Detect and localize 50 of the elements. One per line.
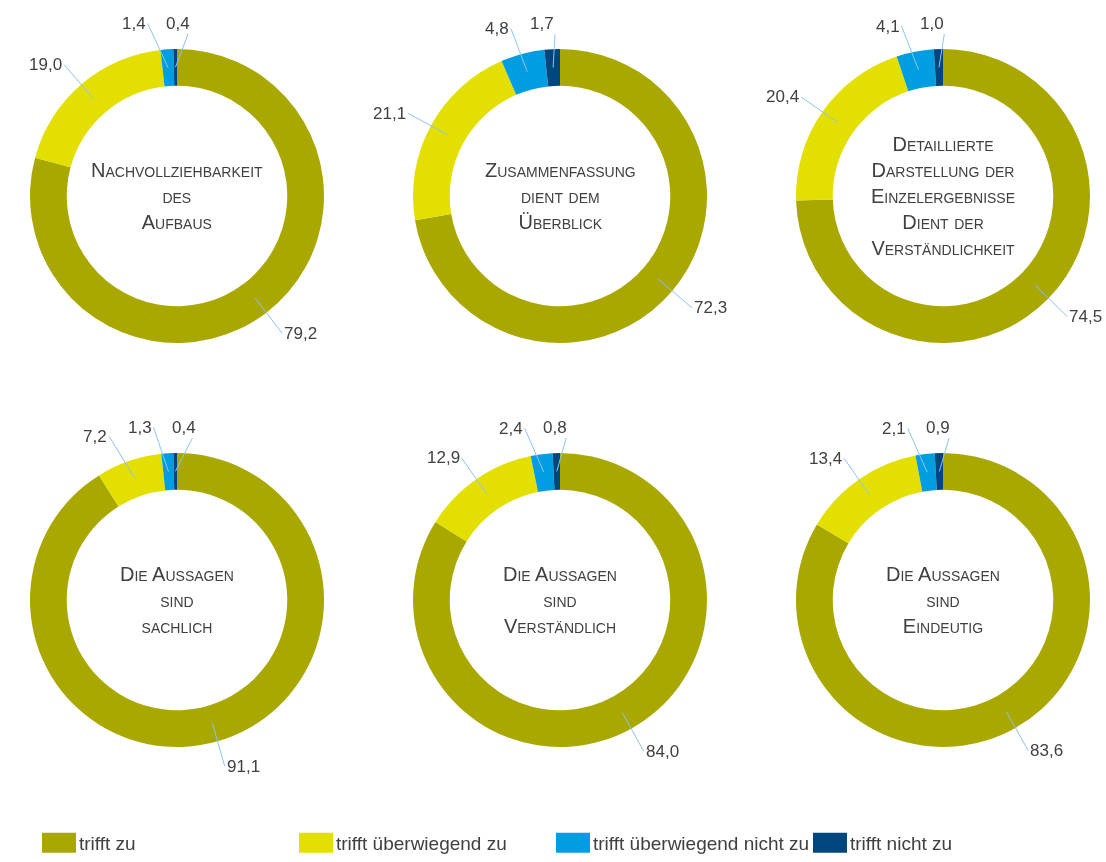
donut-slice: [933, 49, 943, 86]
donut-slice: [501, 49, 549, 95]
donut-slice: [544, 49, 560, 87]
data-label: 91,1: [227, 757, 261, 776]
donut-slice: [173, 49, 177, 86]
legend-label: trifft überwiegend nicht zu: [593, 833, 810, 855]
data-label: 4,1: [876, 17, 900, 36]
data-label: 0,9: [926, 418, 950, 437]
data-label: 21,1: [373, 104, 407, 123]
text: Die Aussagen sind Verständlich: [503, 563, 617, 637]
data-label: 2,1: [882, 419, 906, 438]
data-label: 83,6: [1030, 741, 1064, 760]
data-label: 19,0: [29, 55, 63, 74]
donut-slice: [934, 453, 943, 490]
data-label: 12,9: [427, 448, 461, 467]
donut-slice: [99, 453, 166, 507]
donut-slice: [552, 453, 560, 490]
data-label: 1,4: [122, 14, 146, 33]
donut-slice: [896, 49, 937, 92]
legend-label: trifft zu: [79, 833, 136, 855]
data-label: 72,3: [694, 298, 728, 317]
data-label: 0,8: [543, 418, 567, 437]
text: Die Aussagen sind sachlich: [120, 563, 234, 637]
donut-slice: [30, 49, 324, 343]
legend-label: trifft überwiegend zu: [336, 833, 507, 855]
donut-slice: [915, 453, 937, 492]
donut-slice: [161, 453, 175, 491]
data-label: 0,4: [172, 418, 196, 437]
data-label: 13,4: [809, 449, 843, 468]
data-label: 79,2: [284, 324, 318, 343]
data-label: 0,4: [166, 14, 190, 33]
data-label: 4,8: [485, 19, 509, 38]
text: Zusammenfassung dient dem Überblick: [485, 159, 636, 233]
data-label: 7,2: [83, 427, 107, 446]
donut-slice: [530, 453, 555, 492]
donut-slice: [160, 49, 175, 87]
data-label: 20,4: [766, 87, 800, 106]
data-label: 1,3: [128, 418, 152, 437]
donut-slice: [173, 453, 177, 490]
data-label: 1,7: [530, 14, 554, 33]
donut-slice: [30, 453, 324, 747]
data-label: 1,0: [920, 14, 944, 33]
legend-label: trifft nicht zu: [850, 833, 953, 855]
text: Detaillierte Darstellung der Einzelergebnisse Dient der Verständlichkeit: [871, 133, 1016, 259]
data-label: 74,5: [1069, 307, 1103, 326]
data-label: 2,4: [499, 419, 523, 438]
text: Die Aussagen sind Eindeutig: [886, 563, 1000, 637]
data-label: 84,0: [646, 742, 680, 761]
donut-slice: [413, 453, 707, 747]
text: Nachvollziehbarkeit des Aufbaus: [91, 159, 264, 233]
